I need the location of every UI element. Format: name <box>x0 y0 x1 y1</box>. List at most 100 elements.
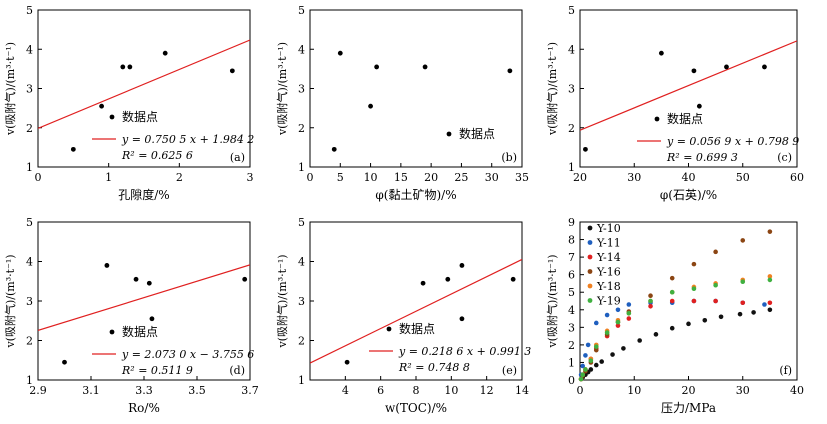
x-tick-label: 30 <box>627 171 641 184</box>
series-point-y-19 <box>767 277 773 283</box>
x-tick-label: 3.5 <box>188 384 206 397</box>
y-axis-label: v(吸附气)/(m³·t⁻¹) <box>275 42 289 136</box>
data-point <box>445 276 451 282</box>
series-point-y-16 <box>767 229 773 234</box>
series-point-y-11 <box>585 342 591 348</box>
regression-line <box>310 258 522 364</box>
data-point <box>658 50 664 56</box>
x-tick-label: 0 <box>307 171 314 184</box>
y-tick-label: 0 <box>568 374 575 387</box>
data-point <box>120 64 126 70</box>
data-point <box>420 280 426 286</box>
series-point-y-10 <box>637 338 642 343</box>
x-tick-label: 1 <box>105 171 112 184</box>
data-point <box>99 103 104 109</box>
x-tick-label: 3.1 <box>82 384 100 397</box>
series-point-y-11 <box>593 320 599 326</box>
series-point-y-19 <box>691 286 697 292</box>
data-point <box>229 68 235 74</box>
y-tick-label: 3 <box>568 321 575 334</box>
y-tick-label: 5 <box>568 4 575 17</box>
y-axis-label: v(吸附气)/(m³·t⁻¹) <box>545 42 559 136</box>
x-tick-label: 40 <box>790 384 804 397</box>
x-tick-label: 30 <box>736 384 750 397</box>
y-tick-label: 3 <box>568 83 575 96</box>
y-axis-label: v(吸附气)/(m³·t⁻¹) <box>3 254 17 348</box>
y-tick-label: 1 <box>298 374 305 387</box>
series-point-y-10 <box>653 332 659 337</box>
legend-label: 数据点 <box>399 321 435 336</box>
series-point-y-16 <box>691 261 697 267</box>
series-point-y-10 <box>702 318 708 323</box>
x-tick-label: 10 <box>364 171 378 184</box>
data-point <box>146 280 152 286</box>
series-point-y-16 <box>669 275 675 281</box>
panel-label: (d) <box>229 364 245 377</box>
series-point-y-10 <box>588 367 594 372</box>
y-tick-label: 1 <box>26 161 33 174</box>
y-axis-label: v(吸附气)/(m³·t⁻¹) <box>545 254 559 348</box>
series-point-y-14 <box>648 303 653 309</box>
data-point <box>62 359 67 365</box>
data-point <box>127 64 133 70</box>
x-tick-label: 8 <box>413 384 420 397</box>
x-tick-label: 35 <box>515 171 529 184</box>
y-tick-label: 7 <box>568 251 575 264</box>
legend-marker-y-18 <box>587 283 593 289</box>
y-tick-label: 1 <box>568 356 575 369</box>
y-tick-label: 2 <box>568 339 575 352</box>
y-tick-label: 4 <box>26 43 33 56</box>
x-tick-label: 5 <box>337 171 344 184</box>
legend-marker-y-10 <box>587 225 593 231</box>
chart-panel-c: 20 30 40 50 60 1 2 3 4 5 φ(石英)/% v(吸附气)/(m³·t⁻¹) (c)… <box>545 4 804 202</box>
series-point-y-19 <box>615 319 621 325</box>
x-tick-label: 20 <box>682 384 696 397</box>
y-tick-label: 1 <box>298 161 305 174</box>
series-point-y-16 <box>713 249 718 255</box>
data-point <box>344 359 350 365</box>
series-point-y-16 <box>648 293 653 299</box>
legend-marker <box>109 114 115 120</box>
chart-panel-d: 2.9 3.1 3.3 3.5 3.7 1 2 3 4 5 Ro/% v(吸附气)/(m³·t⁻¹) (… <box>3 216 259 415</box>
series-point-y-18 <box>767 274 773 279</box>
y-tick-label: 4 <box>26 256 33 269</box>
data-point <box>459 316 465 322</box>
legend-series-label: Y-11 <box>596 237 621 250</box>
y-tick-label: 4 <box>298 256 305 269</box>
data-point <box>133 276 139 282</box>
legend-series-label: Y-16 <box>596 266 621 279</box>
series-point-y-19 <box>580 372 586 378</box>
series-point-y-16 <box>593 347 599 353</box>
data-point <box>104 263 110 268</box>
panel-label: (b) <box>501 151 517 164</box>
series-point-y-19 <box>578 376 584 382</box>
legend-marker <box>109 329 115 335</box>
legend-marker-y-19 <box>587 298 593 303</box>
series-point-y-10 <box>610 352 615 357</box>
x-tick-label: 2.9 <box>29 384 47 397</box>
legend-equation: y = 2.073 0 x − 3.755 6 <box>121 348 254 361</box>
legend-series-label: Y-10 <box>596 222 621 235</box>
x-tick-label: 20 <box>573 171 587 184</box>
y-tick-label: 2 <box>26 335 33 348</box>
y-tick-label: 5 <box>26 216 33 229</box>
legend-r2: R² = 0.625 6 <box>121 149 193 162</box>
series-point-y-14 <box>691 298 697 304</box>
series-point-y-14 <box>626 316 632 321</box>
series-point-y-11 <box>615 307 621 313</box>
legend-marker <box>386 326 392 332</box>
panel-label: (f) <box>779 364 792 377</box>
data-point <box>507 68 513 74</box>
plot-frame <box>309 9 523 168</box>
x-axis-label: w(TOC)/% <box>385 401 447 415</box>
series-point-y-14 <box>669 298 675 304</box>
series-point-y-10 <box>718 314 724 320</box>
x-tick-label: 60 <box>790 171 804 184</box>
series-point-y-19 <box>604 330 610 335</box>
y-tick-label: 5 <box>26 4 33 17</box>
x-tick-label: 14 <box>515 384 529 397</box>
x-tick-label: 4 <box>342 384 349 397</box>
panel-label: (a) <box>230 151 245 164</box>
